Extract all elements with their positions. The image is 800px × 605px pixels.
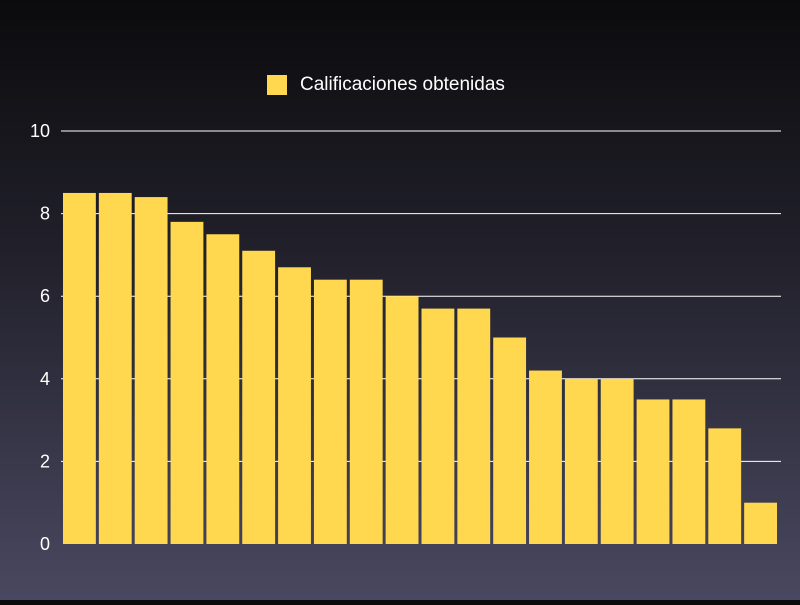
bar [242,250,276,544]
bar [98,192,132,544]
bar [493,337,527,544]
legend: Calificaciones obtenidas [267,74,505,95]
y-tick-label: 0 [40,534,50,554]
bar [529,370,562,544]
y-tick-label: 10 [30,121,50,141]
legend-swatch [267,75,287,95]
bars [63,192,777,545]
bar [564,378,598,544]
y-tick-label: 8 [40,204,50,224]
bar [600,378,634,544]
bar [63,192,96,544]
bar [170,221,204,545]
bar [206,234,240,544]
bar [134,197,168,544]
bar [457,308,491,544]
bar [636,399,670,544]
bar [421,308,455,544]
bar [349,279,383,544]
y-tick-label: 4 [40,369,50,389]
y-axis-tick-labels: 0 2 4 6 8 10 [30,121,50,554]
y-tick-label: 2 [40,451,50,471]
bar [708,428,742,544]
bar [672,399,706,544]
legend-label: Calificaciones obtenidas [300,74,505,95]
bar [744,502,777,544]
bar [385,296,419,544]
bar [278,267,311,544]
bar [313,279,347,544]
y-tick-label: 6 [40,286,50,306]
